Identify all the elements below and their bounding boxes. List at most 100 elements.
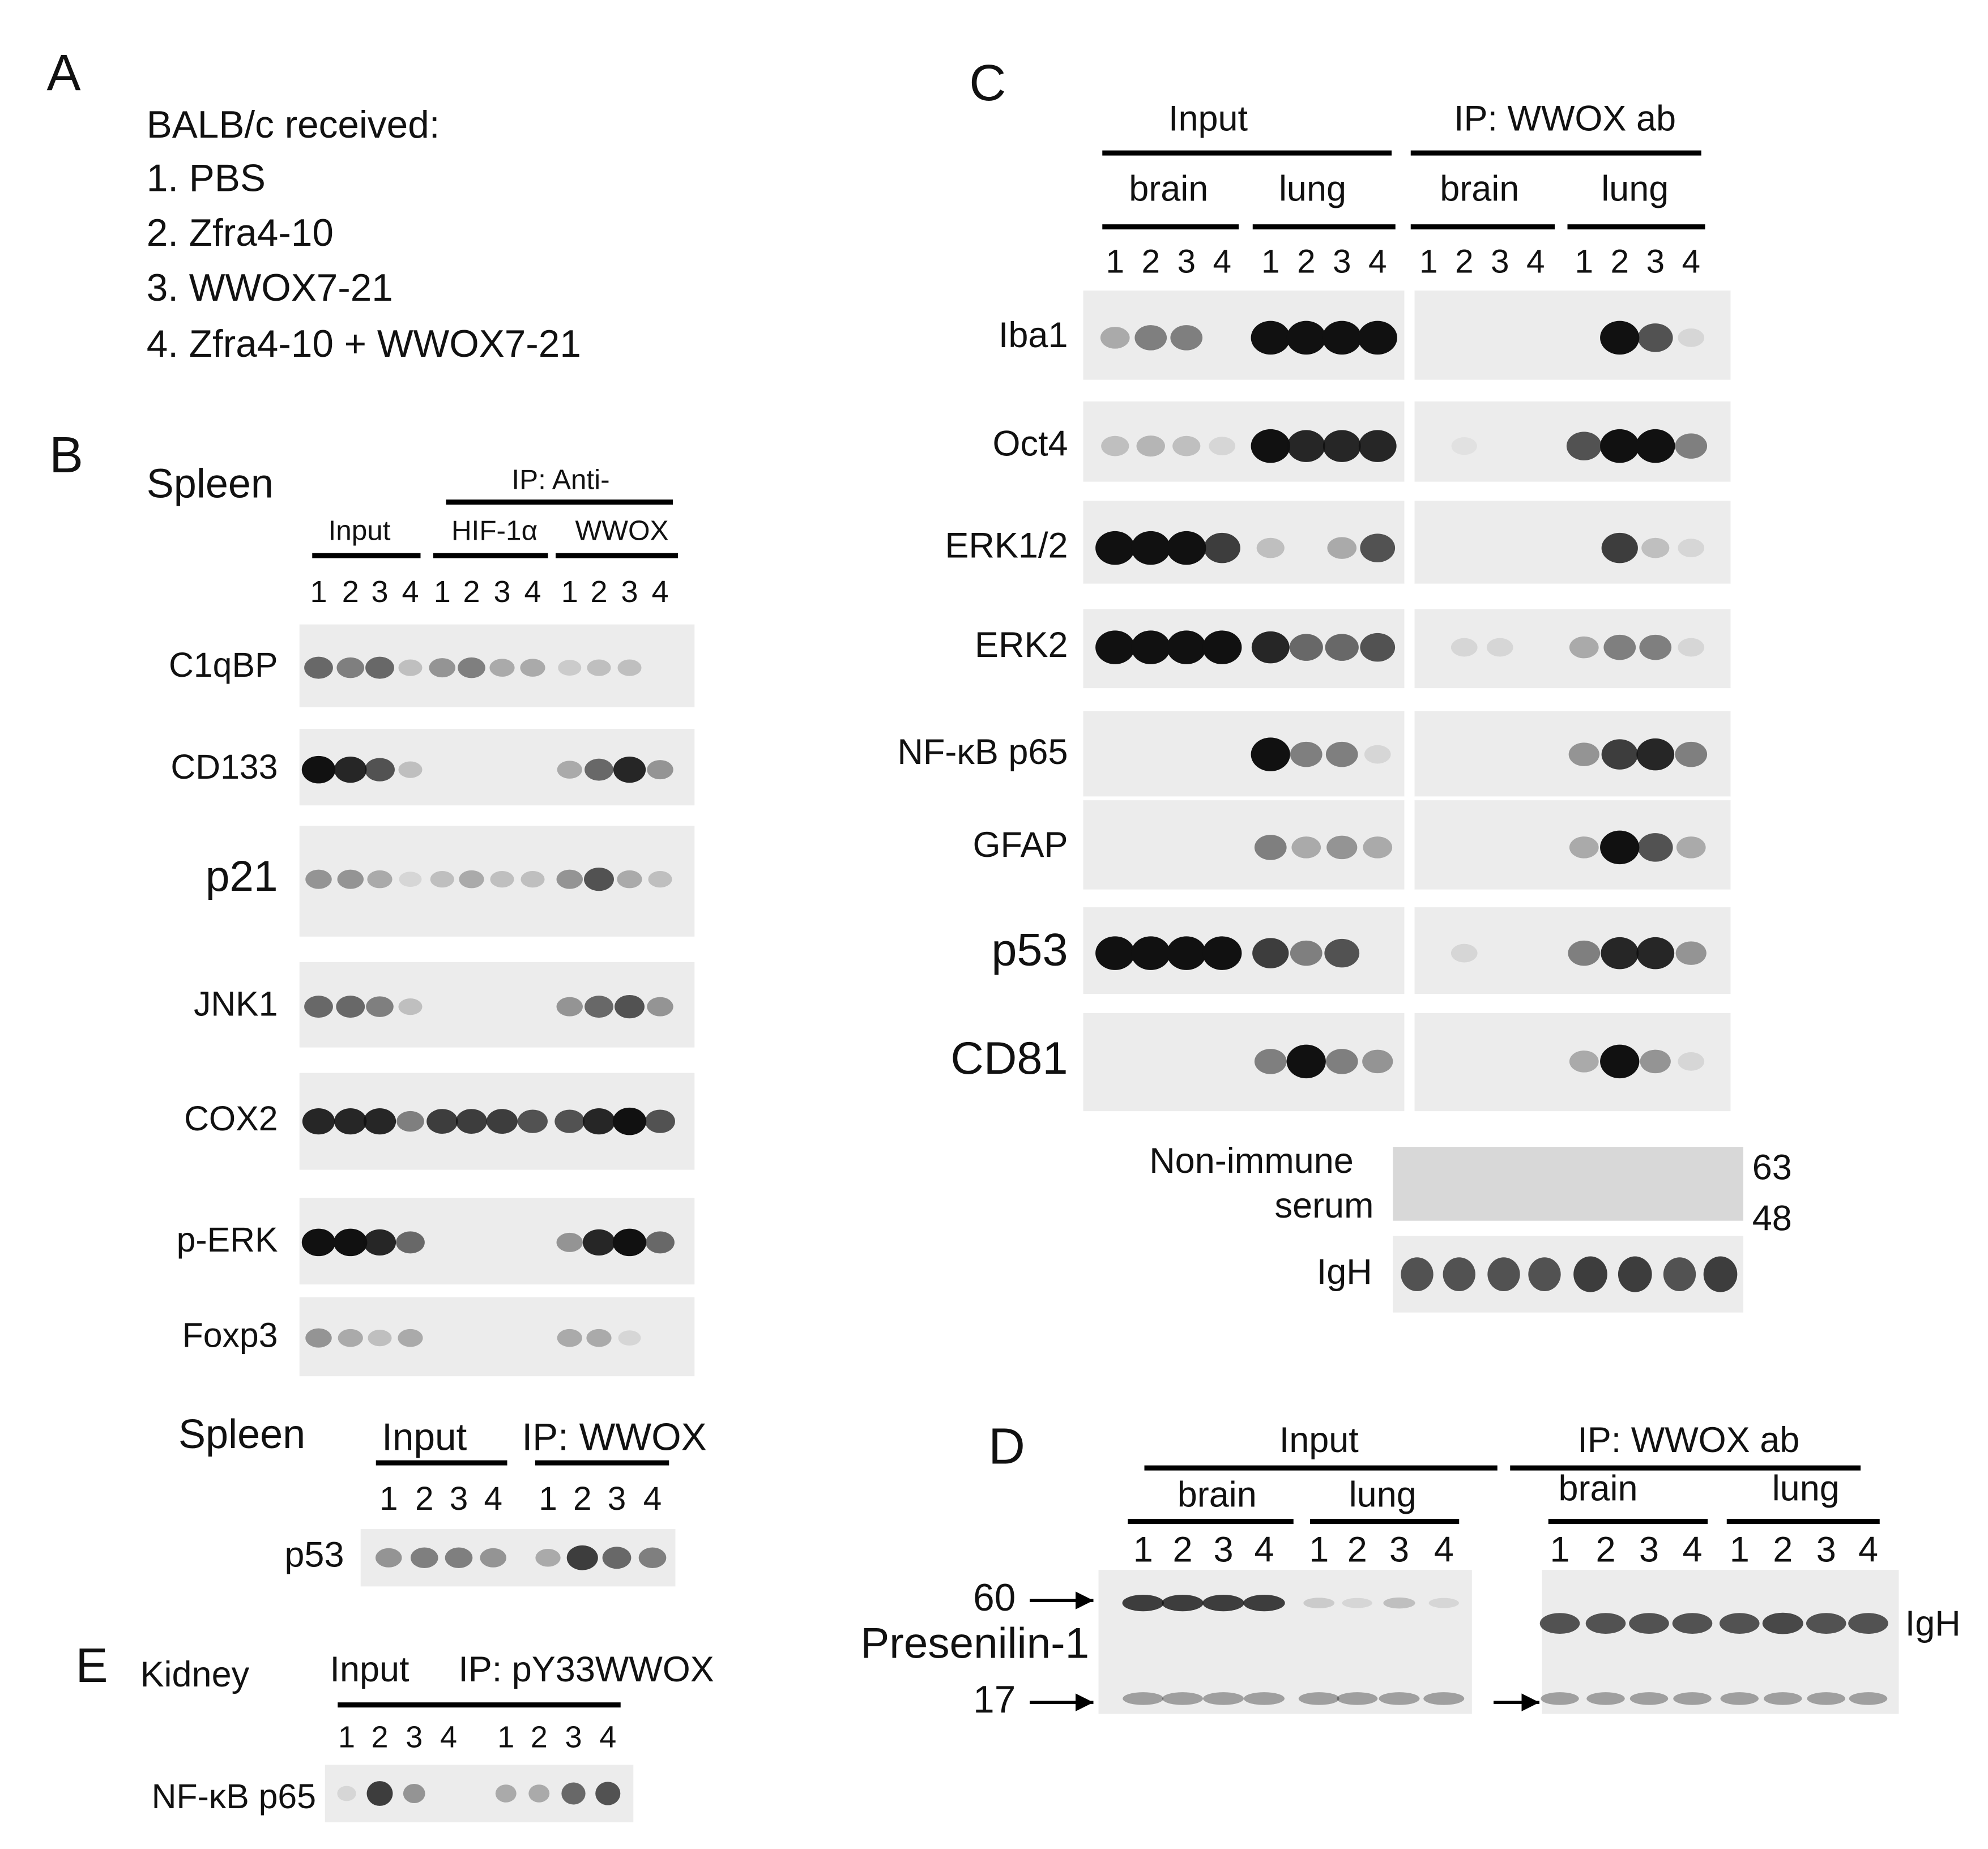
lane-number: 3 bbox=[1491, 243, 1509, 280]
band bbox=[1251, 321, 1290, 355]
lane-number: 2 bbox=[1773, 1530, 1793, 1569]
band bbox=[648, 871, 672, 888]
band bbox=[556, 997, 583, 1017]
lane-number: 4 bbox=[1254, 1530, 1274, 1569]
row-label: Oct4 bbox=[992, 424, 1068, 463]
band bbox=[612, 1107, 647, 1135]
band bbox=[1364, 745, 1391, 764]
band bbox=[1243, 1595, 1285, 1612]
band bbox=[376, 1548, 402, 1568]
lane-number: 3 bbox=[1639, 1530, 1659, 1569]
row-label: Foxp3 bbox=[182, 1316, 278, 1355]
band bbox=[554, 1109, 585, 1133]
row-label: NF-κB p65 bbox=[897, 732, 1068, 772]
band bbox=[518, 1109, 548, 1133]
band bbox=[566, 1545, 598, 1570]
band bbox=[304, 996, 333, 1018]
band bbox=[557, 761, 582, 779]
band bbox=[1451, 943, 1478, 963]
band bbox=[645, 1109, 675, 1133]
band bbox=[1095, 630, 1135, 664]
band bbox=[403, 1783, 425, 1804]
band bbox=[1101, 435, 1129, 456]
panel-label: B bbox=[49, 427, 83, 484]
band bbox=[556, 1232, 583, 1252]
band bbox=[1603, 634, 1636, 660]
lane-number: 1 bbox=[310, 575, 327, 609]
panel-label: D bbox=[988, 1418, 1025, 1475]
label: lung bbox=[1601, 169, 1669, 208]
lane-number: 2 bbox=[590, 575, 607, 609]
band bbox=[520, 659, 545, 677]
lane-number: 4 bbox=[651, 575, 668, 609]
band bbox=[1636, 429, 1675, 463]
band bbox=[1720, 1692, 1759, 1705]
blot bbox=[1414, 609, 1731, 689]
lane-number: 4 bbox=[643, 1480, 662, 1517]
lane-number: 1 bbox=[1730, 1530, 1750, 1569]
row-label: p53 bbox=[284, 1535, 344, 1574]
lane-number: 1 bbox=[338, 1720, 355, 1754]
lane-number: 1 bbox=[539, 1480, 557, 1517]
band bbox=[1204, 532, 1240, 563]
row-label: CD133 bbox=[170, 748, 278, 786]
row-label: CD81 bbox=[950, 1033, 1068, 1084]
blot bbox=[1414, 1013, 1731, 1112]
blot bbox=[299, 624, 695, 707]
band bbox=[612, 1228, 647, 1257]
lane-number: 4 bbox=[1213, 243, 1231, 280]
band bbox=[1167, 531, 1206, 565]
band bbox=[1327, 537, 1357, 559]
band bbox=[458, 657, 485, 678]
arrow-head bbox=[1076, 1591, 1094, 1609]
band bbox=[305, 869, 332, 889]
lane-number: 4 bbox=[1368, 243, 1387, 280]
band bbox=[337, 869, 364, 889]
band bbox=[1362, 1049, 1393, 1074]
band bbox=[638, 1547, 667, 1568]
band bbox=[1322, 321, 1362, 355]
lane-number: 3 bbox=[1816, 1530, 1836, 1569]
label: Input bbox=[328, 515, 390, 546]
lane-number: 2 bbox=[573, 1480, 592, 1517]
band bbox=[1162, 1595, 1204, 1612]
band bbox=[1298, 1692, 1339, 1705]
lane-number: 3 bbox=[1389, 1530, 1409, 1569]
band bbox=[1203, 1692, 1244, 1705]
label: serum bbox=[1274, 1186, 1373, 1225]
band bbox=[368, 1330, 392, 1347]
band bbox=[1703, 1256, 1738, 1292]
band bbox=[582, 1229, 616, 1256]
band bbox=[1719, 1613, 1760, 1634]
band bbox=[1254, 1049, 1287, 1074]
band bbox=[1209, 437, 1236, 455]
label: brain bbox=[1129, 169, 1208, 208]
band bbox=[399, 872, 422, 887]
lane-number: 3 bbox=[493, 575, 510, 609]
lane-number: 1 bbox=[497, 1720, 514, 1754]
band bbox=[1123, 1692, 1164, 1705]
band bbox=[1379, 1692, 1420, 1705]
band bbox=[1202, 936, 1242, 970]
band bbox=[1290, 940, 1323, 966]
loading-label: IgH bbox=[1905, 1604, 1961, 1643]
lane-number: 3 bbox=[450, 1480, 468, 1517]
band bbox=[1202, 630, 1242, 664]
band bbox=[495, 1784, 517, 1803]
tissue: Kidney bbox=[140, 1655, 250, 1694]
blot bbox=[1393, 1147, 1743, 1221]
list-item: 4. Zfra4-10 + WWOX7-21 bbox=[147, 323, 581, 365]
lane-number: 4 bbox=[599, 1720, 616, 1754]
label: lung bbox=[1772, 1468, 1840, 1508]
row-label: p21 bbox=[206, 852, 278, 900]
band bbox=[1569, 1051, 1599, 1073]
band bbox=[398, 659, 423, 676]
band bbox=[1170, 325, 1203, 351]
band bbox=[1095, 531, 1135, 565]
band bbox=[334, 757, 367, 783]
marker: 48 bbox=[1752, 1198, 1792, 1238]
band bbox=[535, 1548, 561, 1567]
lane-number: 4 bbox=[484, 1480, 502, 1517]
band bbox=[1443, 1257, 1475, 1291]
